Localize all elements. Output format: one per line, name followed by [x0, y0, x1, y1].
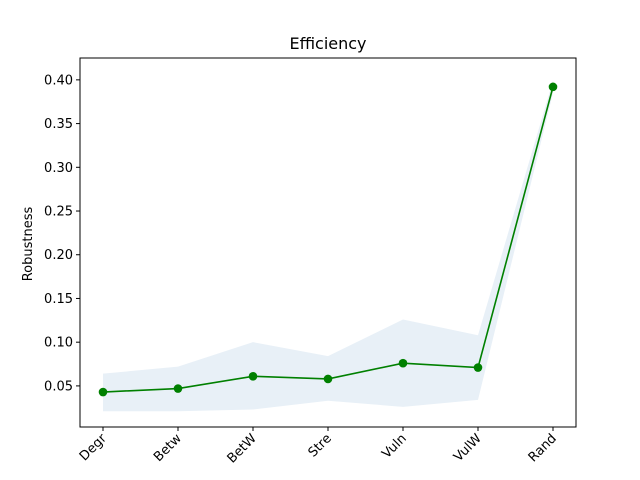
data-point — [173, 384, 183, 393]
data-point — [398, 358, 408, 368]
y-tick-label: 0.30 — [44, 161, 73, 176]
y-axis-label: Robustness — [21, 206, 36, 281]
y-tick-label: 0.10 — [44, 336, 73, 351]
chart-title: Efficiency — [289, 34, 366, 53]
y-tick-label: 0.20 — [44, 248, 73, 263]
y-tick-label: 0.40 — [44, 73, 73, 88]
y-tick-label: 0.35 — [44, 117, 73, 132]
data-point — [548, 82, 558, 92]
data-point — [248, 371, 258, 381]
confidence-band — [103, 80, 553, 412]
data-point — [323, 374, 333, 384]
y-tick-label: 0.25 — [44, 205, 73, 220]
y-tick-label: 0.05 — [44, 379, 73, 394]
y-tick-label: 0.15 — [44, 292, 73, 307]
data-point — [473, 363, 483, 372]
data-point — [98, 387, 108, 397]
